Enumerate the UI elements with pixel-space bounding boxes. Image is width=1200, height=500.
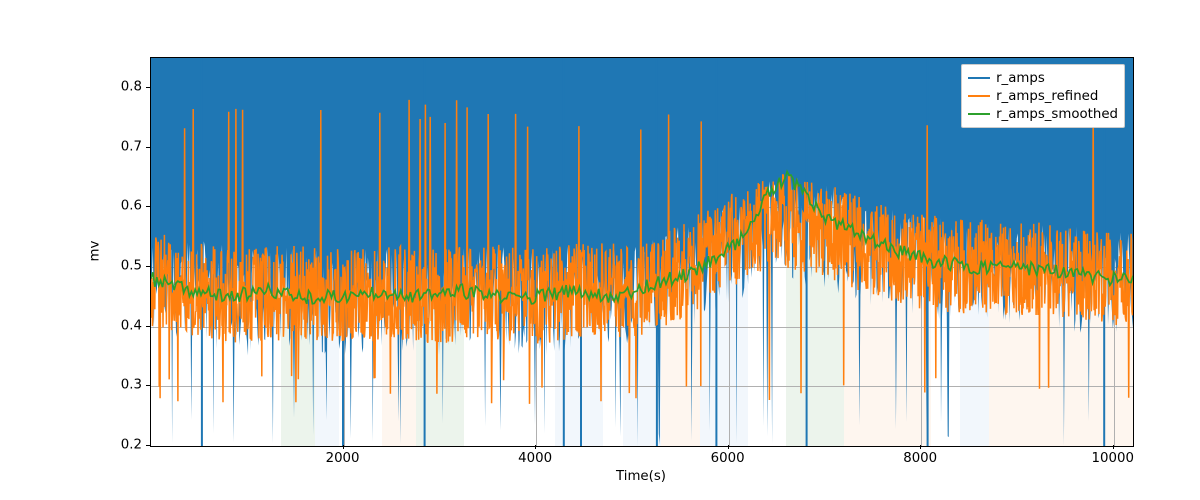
legend-swatch [968, 113, 990, 115]
y-tick-label: 0.7 [116, 139, 142, 154]
plot-area: r_amps r_amps_refined r_amps_smoothed [150, 57, 1134, 447]
legend-swatch [968, 77, 990, 79]
legend-item: r_amps [968, 69, 1118, 87]
y-tick-label: 0.5 [116, 258, 142, 273]
y-tick-label: 0.2 [116, 438, 142, 453]
y-tick-label: 0.4 [116, 318, 142, 333]
chart-container: r_amps r_amps_refined r_amps_smoothed 0.2 0… [0, 0, 1200, 500]
x-axis-label: Time(s) [616, 469, 666, 484]
legend-item: r_amps_refined [968, 87, 1118, 105]
legend-label: r_amps [996, 71, 1045, 86]
y-tick-mark [146, 266, 150, 267]
legend-label: r_amps_refined [996, 89, 1098, 104]
gridline-horizontal [151, 446, 1133, 447]
series-r_amps-spike [563, 58, 565, 446]
y-axis-label: mv [88, 241, 103, 262]
y-tick-mark [146, 147, 150, 148]
y-tick-label: 0.6 [116, 199, 142, 214]
y-tick-mark [146, 445, 150, 446]
legend-label: r_amps_smoothed [996, 107, 1118, 122]
x-tick-mark [343, 445, 344, 449]
y-tick-label: 0.8 [116, 79, 142, 94]
x-tick-label: 10000 [1092, 451, 1134, 466]
x-tick-mark [535, 445, 536, 449]
x-tick-label: 4000 [518, 451, 552, 466]
legend: r_amps r_amps_refined r_amps_smoothed [961, 64, 1125, 128]
x-tick-label: 2000 [326, 451, 360, 466]
series-r_amps-spike [342, 58, 344, 446]
y-tick-mark [146, 326, 150, 327]
x-tick-mark [728, 445, 729, 449]
series-r_amps-spike [806, 58, 808, 446]
y-tick-mark [146, 385, 150, 386]
legend-swatch [968, 95, 990, 97]
legend-item: r_amps_smoothed [968, 105, 1118, 123]
y-tick-mark [146, 206, 150, 207]
x-tick-mark [1113, 445, 1114, 449]
x-tick-label: 8000 [903, 451, 937, 466]
y-tick-mark [146, 87, 150, 88]
x-tick-label: 6000 [711, 451, 745, 466]
x-tick-mark [920, 445, 921, 449]
y-tick-label: 0.3 [116, 378, 142, 393]
